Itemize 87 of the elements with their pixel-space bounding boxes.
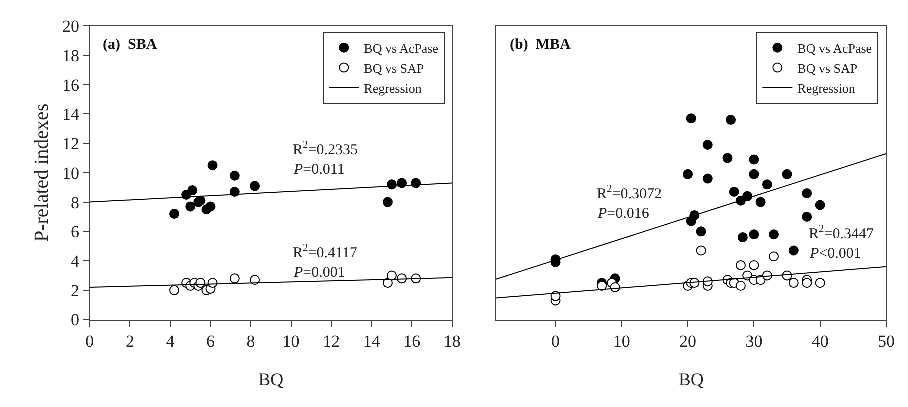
point bbox=[696, 246, 706, 256]
annotation: P<0.001 bbox=[809, 246, 862, 262]
text: (b) MBA bbox=[510, 37, 571, 53]
annotation: P=0.016 bbox=[597, 206, 650, 222]
point bbox=[788, 278, 799, 288]
y-tick-label: 0 bbox=[71, 310, 80, 330]
point bbox=[208, 160, 218, 171]
point bbox=[722, 153, 733, 164]
y-tick-label: 20 bbox=[62, 17, 80, 36]
annotation: P=0.011 bbox=[293, 162, 345, 178]
point bbox=[782, 169, 792, 180]
point bbox=[749, 154, 760, 165]
point bbox=[170, 209, 180, 220]
point bbox=[802, 188, 812, 198]
x-tick-label: 20 bbox=[680, 332, 697, 352]
point bbox=[749, 169, 760, 180]
x-tick-label: 6 bbox=[206, 332, 215, 352]
point bbox=[386, 270, 397, 281]
annotation: R$^{2}$=0.2335 bbox=[293, 140, 358, 158]
point bbox=[769, 230, 780, 240]
point bbox=[769, 252, 780, 262]
x-axis-title: BQ bbox=[258, 369, 284, 390]
y-tick-label: 12 bbox=[62, 134, 80, 154]
x-tick-label: 14 bbox=[363, 332, 381, 352]
point bbox=[756, 197, 766, 208]
x-tick-label: 50 bbox=[878, 332, 895, 352]
point bbox=[230, 170, 240, 181]
y-axis-title: P-related indexes bbox=[31, 104, 54, 242]
point bbox=[702, 140, 713, 150]
x-tick-label: 10 bbox=[613, 332, 630, 352]
point bbox=[802, 278, 812, 288]
point bbox=[206, 202, 216, 212]
x-axis-title: BQ bbox=[678, 369, 704, 390]
y-tick-label: 16 bbox=[62, 76, 80, 95]
y-tick-label: 2 bbox=[71, 281, 80, 300]
text: (a) SBA bbox=[103, 37, 158, 53]
annotation: R$^{2}$=0.3447 bbox=[809, 224, 874, 242]
point bbox=[788, 246, 799, 256]
point bbox=[702, 174, 713, 184]
point bbox=[736, 281, 746, 292]
legend-label: Regression bbox=[798, 80, 856, 96]
point bbox=[815, 278, 826, 288]
point bbox=[749, 230, 760, 240]
point bbox=[696, 226, 706, 237]
point bbox=[250, 181, 260, 192]
point bbox=[188, 186, 198, 196]
point bbox=[815, 200, 826, 210]
x-tick-label: 0 bbox=[552, 332, 560, 352]
point bbox=[186, 202, 196, 212]
annotation: R$^{2}$=0.3072 bbox=[597, 184, 662, 202]
point bbox=[738, 232, 748, 243]
y-tick-label: 6 bbox=[71, 222, 80, 242]
y-tick-label: 18 bbox=[62, 46, 80, 66]
point bbox=[762, 180, 772, 190]
annotation: R$^{2}$=0.4117 bbox=[293, 243, 358, 262]
x-tick-label: 0 bbox=[86, 332, 94, 352]
point bbox=[736, 260, 746, 270]
y-tick-label: 8 bbox=[71, 193, 80, 212]
legend-label: BQ vs SAP bbox=[798, 60, 858, 76]
x-tick-label: 18 bbox=[444, 332, 461, 352]
annotation: P=0.001 bbox=[293, 265, 346, 281]
legend-label: Regression bbox=[364, 80, 422, 96]
x-tick-label: 4 bbox=[166, 332, 176, 352]
legend-label: BQ vs SAP bbox=[364, 60, 424, 76]
x-tick-label: 8 bbox=[246, 332, 256, 352]
point bbox=[729, 187, 740, 198]
y-tick-label: 14 bbox=[62, 105, 80, 124]
point bbox=[686, 114, 696, 124]
point bbox=[749, 260, 760, 270]
point bbox=[170, 285, 180, 296]
x-tick-label: 40 bbox=[812, 332, 829, 352]
point bbox=[230, 187, 240, 198]
x-tick-label: 30 bbox=[746, 332, 763, 352]
point bbox=[683, 169, 694, 180]
point bbox=[230, 274, 240, 284]
y-tick-label: 10 bbox=[62, 164, 80, 183]
point bbox=[726, 115, 736, 126]
x-tick-label: 16 bbox=[404, 332, 421, 352]
y-tick-label: 4 bbox=[71, 252, 80, 271]
point bbox=[597, 281, 608, 292]
legend-label: BQ vs AcPase bbox=[364, 40, 439, 56]
x-tick-label: 2 bbox=[126, 332, 134, 352]
x-tick-label: 10 bbox=[282, 332, 300, 352]
point bbox=[382, 197, 393, 208]
x-tick-label: 12 bbox=[323, 332, 340, 352]
legend-label: BQ vs AcPase bbox=[798, 40, 872, 56]
point bbox=[802, 212, 812, 222]
